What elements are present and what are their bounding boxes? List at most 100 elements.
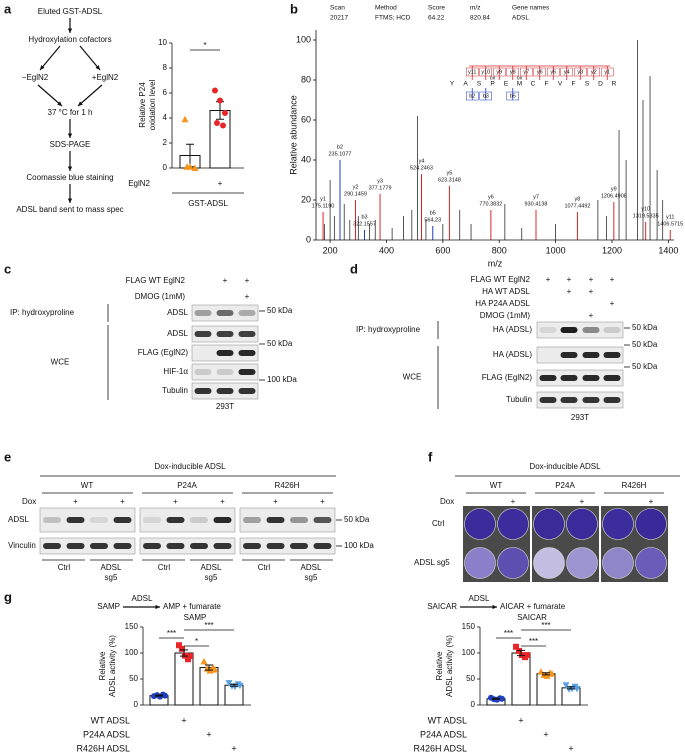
significance-label: *** [167, 629, 176, 638]
b-ion-box [506, 91, 519, 101]
ion-name: b2 [337, 144, 343, 150]
band [216, 310, 234, 316]
arrow-head [67, 133, 73, 138]
band [560, 352, 578, 358]
dox-mark: + [320, 497, 325, 506]
condition-label: R426H ADSL [413, 743, 467, 753]
significance-label: *** [541, 621, 550, 630]
band [194, 310, 212, 316]
ion-mz: 290.1459 [344, 191, 367, 197]
band [216, 331, 234, 337]
x-axis-label: m/z [488, 258, 503, 268]
row-label: Tubulin [506, 395, 532, 404]
sequence-residue: V [558, 81, 563, 88]
y-ion-box [560, 67, 573, 77]
row-label: ADSL [167, 308, 188, 317]
x-tick-label: 400 [379, 245, 394, 255]
group-label: WT [81, 481, 94, 490]
sequence-residue: A [463, 81, 468, 88]
data-point [211, 666, 219, 673]
error-bar [180, 649, 188, 657]
reaction-enzyme: ADSL [469, 594, 490, 603]
ion-name: b3 [361, 214, 367, 220]
y-axis-label: ADSL activity (%) [445, 635, 454, 697]
flow-branch: +EglN2 [92, 73, 119, 82]
band [560, 375, 578, 381]
blot [139, 537, 236, 555]
band [238, 350, 256, 356]
row-label: HA (ADSL) [493, 325, 532, 334]
arrow-line [79, 45, 101, 71]
data-point [217, 97, 223, 104]
y-tick-label: 50 [129, 674, 138, 683]
row-label: Tubulin [162, 386, 188, 395]
ion-name: y3 [377, 178, 383, 184]
data-point [516, 647, 522, 654]
reaction-products: AMP + fumarate [163, 602, 221, 611]
lane-label: sg5 [305, 573, 318, 582]
condition-mark: + [568, 743, 573, 753]
dox-mark: + [120, 497, 125, 506]
arrow-head [67, 28, 73, 33]
arrow-head [78, 101, 83, 106]
y-ion-box [574, 67, 587, 77]
modification: ox [490, 75, 496, 81]
band [560, 397, 578, 403]
ion-mz: 235.1077 [329, 151, 352, 157]
y-ion-box [466, 67, 479, 77]
data-point [182, 652, 188, 659]
flow-branch: −EglN2 [22, 73, 49, 82]
blot [536, 391, 624, 409]
band [266, 543, 285, 549]
lane-label: sg5 [205, 573, 218, 582]
data-point [524, 652, 530, 659]
condition-mark: + [223, 276, 228, 285]
header-key: Gene names [512, 5, 550, 12]
band [290, 517, 308, 523]
condition-label: FLAG WT EglN2 [126, 276, 186, 285]
y-ion-box [601, 67, 614, 77]
row-label: HA (ADSL) [493, 350, 532, 359]
condition-label: WT ADSL [91, 715, 130, 725]
b-ion-label: b3 [483, 93, 489, 99]
band [603, 397, 621, 403]
y-ion-label: y3 [577, 69, 583, 75]
band [313, 517, 332, 523]
dox-mark: + [273, 497, 278, 506]
data-point [513, 643, 519, 650]
x-tick-label: + [218, 179, 223, 188]
band [43, 517, 61, 523]
y-ion-label: y5 [550, 69, 556, 75]
y-ion-label: y10 [481, 69, 490, 75]
data-point [185, 656, 191, 663]
data-point [220, 122, 226, 129]
band [216, 369, 234, 375]
row-label: ADSL [8, 515, 29, 524]
ion-mz: 1077.4492 [564, 203, 590, 209]
panel-label: f [428, 449, 433, 464]
row-label: HIF-1α [163, 367, 188, 376]
x-tick-label: 600 [435, 245, 450, 255]
data-point [200, 657, 208, 665]
ion-name: y7 [533, 194, 539, 200]
band [166, 517, 185, 523]
ion-mz: 564.23 [424, 217, 441, 223]
x-tick-label: 200 [323, 245, 338, 255]
data-point [183, 163, 191, 170]
y-axis-label: oxidation level [148, 79, 157, 130]
ion-mz: 623.3148 [438, 177, 461, 183]
ion-name: y10 [641, 206, 650, 212]
row-label: FLAG (EglN2) [138, 348, 189, 357]
arrow-head [95, 65, 100, 70]
ion-name: y2 [353, 184, 359, 190]
lane-label: Ctrl [58, 563, 71, 572]
y-tick-label: 20 [301, 194, 311, 204]
band [238, 310, 256, 316]
marker-label: 100 kDa [344, 541, 374, 550]
y-ion-box [547, 67, 560, 77]
condition-mark: + [206, 729, 211, 739]
ion-name: y11 [666, 214, 674, 220]
well [635, 508, 667, 540]
header-value: 64.22 [428, 15, 445, 22]
row-label: Ctrl [432, 519, 445, 528]
